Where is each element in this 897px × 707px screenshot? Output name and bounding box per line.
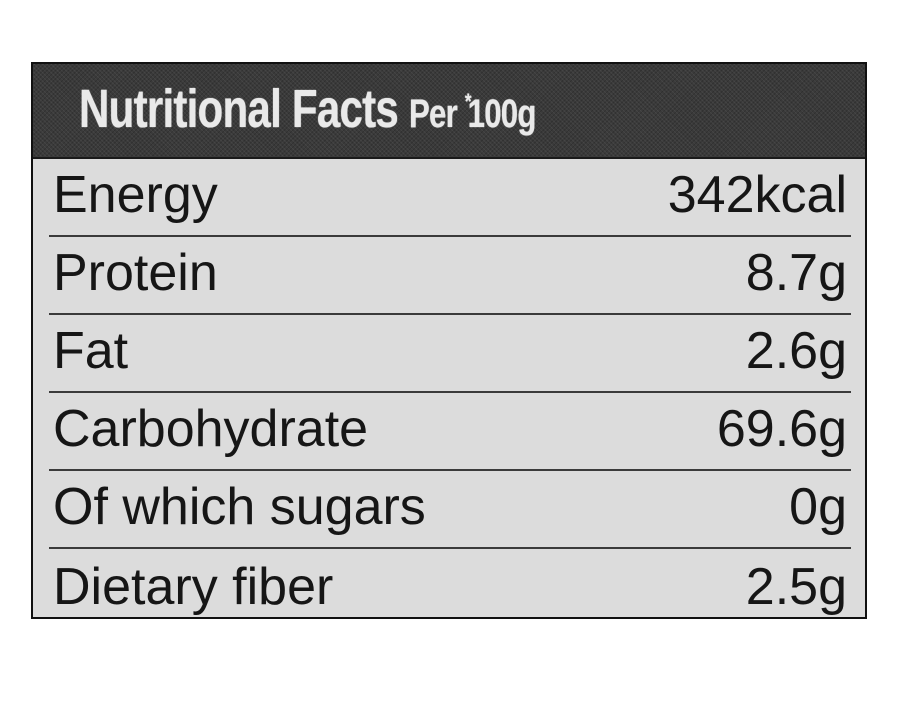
- nutrient-table: Energy 342kcal Protein 8.7g Fat 2.6g Car…: [33, 159, 865, 617]
- nutrient-name: Dietary fiber: [53, 558, 334, 616]
- nutrient-row-protein: Protein 8.7g: [49, 237, 851, 315]
- nutrient-amount: 69.6g: [716, 400, 847, 458]
- nutrient-row-fat: Fat 2.6g: [49, 315, 851, 393]
- nutrient-name: Carbohydrate: [53, 400, 369, 458]
- nutrient-amount: 0g: [789, 478, 847, 536]
- nutrition-title: Nutritional Facts Per *100g: [79, 78, 536, 140]
- nutrient-row-carbohydrate: Carbohydrate 69.6g: [49, 393, 851, 471]
- nutrient-amount: 2.6g: [745, 322, 847, 380]
- nutrient-name: Protein: [53, 244, 218, 302]
- nutrient-amount: 342kcal: [667, 166, 847, 224]
- nutrition-facts-panel: Nutritional Facts Per *100g Energy 342kc…: [31, 62, 867, 619]
- nutrient-row-fiber: Dietary fiber 2.5g: [49, 549, 851, 617]
- nutrient-name: Energy: [53, 166, 218, 224]
- nutrient-amount: 8.7g: [745, 244, 847, 302]
- nutrient-row-sugars: Of which sugars 0g: [49, 471, 851, 549]
- nutrient-row-energy: Energy 342kcal: [49, 159, 851, 237]
- per-amount: 100g: [467, 92, 537, 136]
- title-text: Nutritional Facts: [79, 79, 399, 139]
- per-prefix: Per: [408, 92, 458, 136]
- nutrient-name: Of which sugars: [53, 478, 426, 536]
- per-mark: *: [464, 89, 472, 114]
- nutrient-name: Fat: [53, 322, 129, 380]
- per-serving-text: Per *100g: [408, 89, 537, 136]
- nutrition-header: Nutritional Facts Per *100g: [33, 64, 865, 159]
- nutrient-amount: 2.5g: [745, 558, 847, 616]
